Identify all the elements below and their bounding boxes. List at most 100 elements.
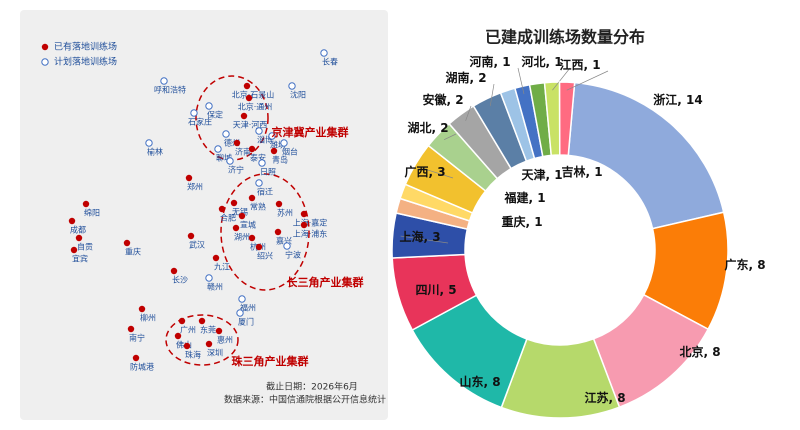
built-marker [300,210,308,218]
built-marker [243,82,251,90]
leader-line [422,167,454,179]
leader-line [489,83,495,107]
city-label: 宜宾 [72,254,88,264]
planned-marker [258,159,266,167]
data-label-name: 广西 [404,164,428,179]
city-label: 南宁 [129,333,145,343]
planned-marker [283,242,291,250]
city-label: 上海·嘉定 [293,218,328,228]
data-label: 安徽, 2 [422,92,463,107]
data-label-name: 河南 [468,54,493,69]
data-label-name: 天津 [521,167,545,182]
data-label-value: , 8 [483,375,500,389]
leader-line [443,133,457,141]
built-marker [75,234,83,242]
built-marker [232,224,240,232]
planned-marker [222,130,230,138]
planned-marker [214,145,222,153]
built-marker [275,200,283,208]
cluster-label: 珠三角产业集群 [232,354,309,368]
city-label: 长春 [322,57,338,67]
data-label: 江西, 1 [559,57,600,72]
city-label: 成都 [70,225,86,235]
city-label: 自贡 [77,242,93,252]
built-marker [183,342,191,350]
built-marker [238,212,246,220]
built-marker [138,305,146,313]
chart-title: 已建成训练场数量分布 [485,28,645,47]
data-label-name: 四川 [415,283,439,297]
leader-line [552,67,571,91]
built-marker [205,340,213,348]
data-label-name: 江苏 [584,390,608,405]
data-label: 上海, 3 [399,229,440,244]
data-label: 河北, 1 [520,54,562,69]
data-label-value: , 2 [446,93,463,107]
city-label: 绵阳 [84,208,100,218]
data-label-value: , 8 [608,391,625,405]
data-label: 广东, 8 [724,257,765,272]
built-marker [127,325,135,333]
city-label: 上海·浦东 [293,229,328,239]
city-label: 厦门 [238,317,254,327]
city-label: 东莞 [200,325,216,335]
data-label-value: , 2 [469,71,486,85]
planned-marker [226,157,234,165]
city-label: 北京·石景山 [232,90,275,100]
city-label: 青岛 [272,155,288,165]
city-label: 珠海 [185,350,201,360]
city-label: 柳州 [140,313,156,323]
city-label: 保定 [207,110,223,120]
built-marker [215,327,223,335]
planned-marker [238,295,246,303]
city-label: 防城港 [130,362,154,372]
built-marker [230,199,238,207]
city-label: 日照 [260,168,276,177]
data-label-value: , 1 [545,55,562,69]
data-label-name: 福建 [503,190,529,205]
built-marker [198,317,206,325]
city-label: 潍坊 [270,140,286,150]
leader-line [566,70,609,91]
city-label: 福州 [240,304,256,313]
data-label-name: 浙江 [653,92,677,107]
leader-line [400,235,449,244]
planned-marker [190,109,198,117]
city-label: 济宁 [228,165,244,175]
data-label-value: , 5 [439,283,456,297]
city-label: 北京·通州 [238,102,273,112]
built-marker [248,145,256,153]
data-label-name: 吉林 [561,164,585,179]
cluster-outline [220,173,310,291]
data-label-value: , 14 [677,93,702,107]
built-marker [82,200,90,208]
city-label: 德州 [224,138,240,148]
planned-marker [268,132,276,140]
data-label: 北京, 8 [679,344,720,359]
donut-slice [567,81,725,230]
city-label: 深圳 [207,348,223,358]
city-label: 宣城 [240,220,256,230]
built-marker [187,232,195,240]
built-marker [218,205,226,213]
data-label: 福建, 1 [503,190,545,205]
built-marker [233,139,241,147]
data-label: 天津, 1 [521,167,562,182]
data-label-value: , 1 [545,168,562,182]
planned-marker [205,102,213,110]
data-label: 江苏, 8 [584,390,625,405]
city-label: 石家庄 [188,117,212,127]
donut-slice [558,81,576,157]
planned-marker [255,127,263,135]
data-label: 浙江, 14 [653,92,702,107]
city-label: 榆林 [147,147,163,157]
planned-marker [255,179,263,187]
city-label: 绍兴 [257,251,273,261]
built-marker [245,94,253,102]
footnote: 截止日期：2026年6月 [266,381,358,393]
city-label: 常熟 [250,202,266,212]
data-label-name: 上海 [399,229,423,244]
built-marker [212,254,220,262]
cluster-label: 京津冀产业集群 [272,125,349,139]
data-label: 湖北, 2 [407,120,448,135]
